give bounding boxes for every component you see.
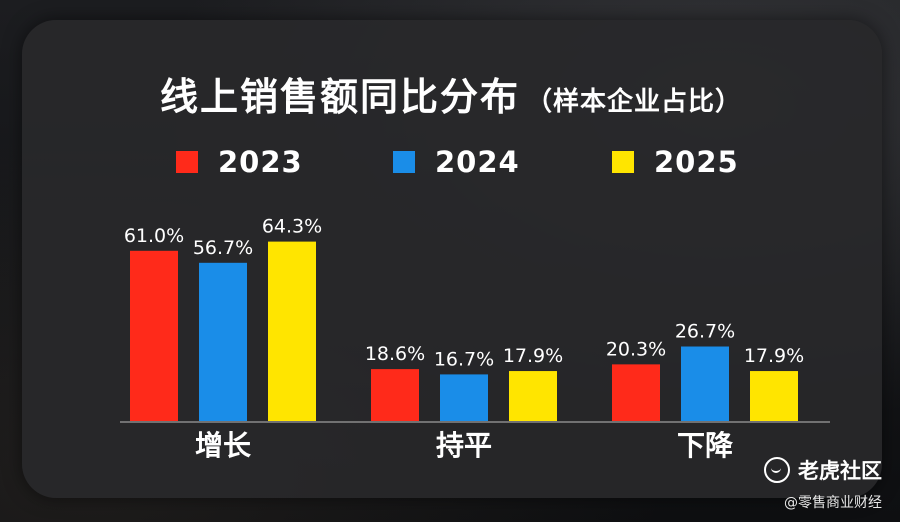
chart-title: 线上销售额同比分布 （样本企业占比） <box>160 66 742 121</box>
legend-label: 2024 <box>435 145 520 179</box>
data-label: 16.7% <box>434 348 494 370</box>
bar-增长-2023 <box>130 250 178 421</box>
category-label: 持平 <box>436 429 492 462</box>
legend-item-2025: 2025 <box>612 142 739 182</box>
bar-持平-2025 <box>509 371 557 421</box>
legend: 2023 2024 2025 <box>0 142 900 182</box>
tiger-logo-icon <box>764 457 790 483</box>
bar-下降-2024 <box>681 346 729 421</box>
legend-swatch <box>393 151 415 173</box>
data-label: 64.3% <box>262 216 322 238</box>
legend-swatch <box>612 151 634 173</box>
legend-swatch <box>176 151 198 173</box>
data-label: 17.9% <box>503 345 563 367</box>
bar-持平-2023 <box>371 369 419 421</box>
data-label: 26.7% <box>675 321 735 343</box>
data-label: 56.7% <box>193 237 253 259</box>
bar-持平-2024 <box>440 374 488 421</box>
data-label: 18.6% <box>365 343 425 365</box>
bar-增长-2024 <box>199 262 247 421</box>
data-label: 20.3% <box>606 338 666 360</box>
category-label: 增长 <box>195 429 251 462</box>
watermark-text: 老虎社区 <box>798 459 882 483</box>
legend-item-2023: 2023 <box>176 142 303 182</box>
legend-label: 2025 <box>654 145 739 179</box>
chart-title-text: 线上销售额同比分布 <box>160 75 521 119</box>
legend-item-2024: 2024 <box>393 142 520 182</box>
bar-下降-2025 <box>750 371 798 421</box>
credit-text: @零售商业财经 <box>784 495 882 511</box>
bar-增长-2025 <box>268 241 316 421</box>
data-label: 17.9% <box>744 345 804 367</box>
legend-label: 2023 <box>218 145 303 179</box>
data-label: 61.0% <box>124 225 184 247</box>
bar-下降-2023 <box>612 364 660 421</box>
chart-subtitle: （样本企业占比） <box>526 87 743 117</box>
watermark: 老虎社区 <box>764 455 882 485</box>
category-label: 下降 <box>677 429 734 462</box>
